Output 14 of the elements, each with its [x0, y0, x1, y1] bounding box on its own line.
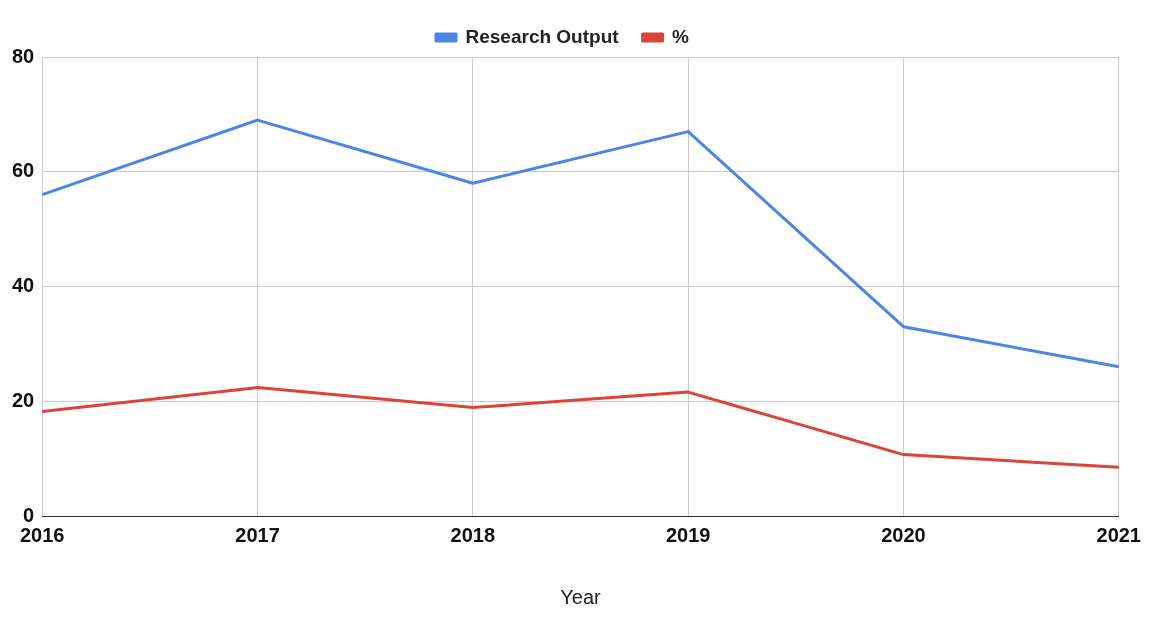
y-tick-label: 0	[23, 503, 35, 526]
x-tick-label: 2016	[20, 523, 65, 546]
x-tick-label: 2019	[665, 523, 711, 546]
x-tick-label: 2018	[450, 523, 496, 546]
y-tick-label: 40	[12, 274, 35, 297]
x-tick-label: 2020	[881, 523, 926, 546]
x-axis-title: Year	[560, 585, 602, 608]
x-tick-label: 2021	[1096, 523, 1141, 546]
x-tick-label: 2017	[235, 523, 280, 546]
y-tick-label: 60	[12, 159, 35, 182]
y-tick-label: 20	[12, 388, 35, 411]
legend-label: Research Output	[465, 25, 620, 47]
y-tick-label: 80	[12, 44, 35, 67]
legend-label: %	[672, 25, 690, 47]
